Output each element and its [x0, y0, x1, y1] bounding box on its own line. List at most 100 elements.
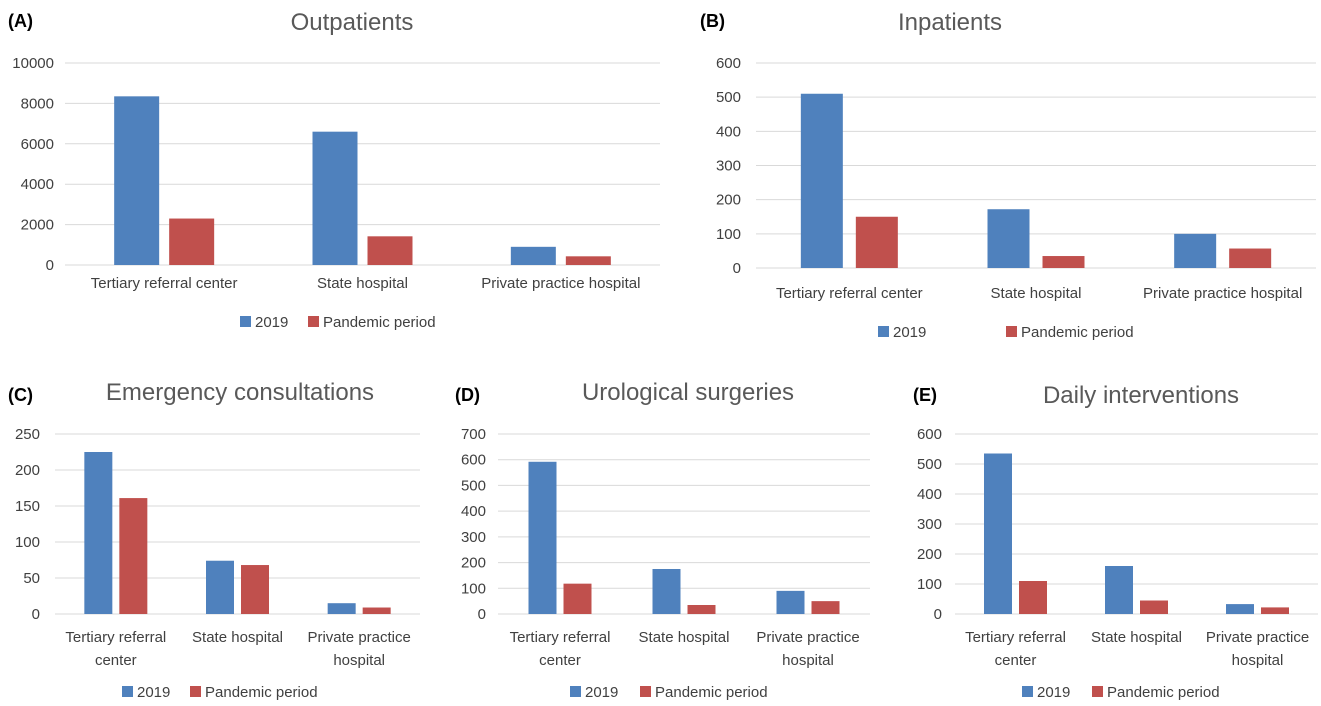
y-tick-label: 2000	[21, 217, 54, 234]
bar-series-pandemic-2	[1042, 256, 1085, 268]
bar-series-pandemic-2	[241, 565, 269, 614]
bar-series-2019-1	[528, 461, 557, 614]
legend-label: Pandemic period	[1021, 324, 1134, 341]
legend-label: 2019	[255, 314, 288, 331]
bar-series-pandemic-1	[1019, 581, 1047, 614]
x-tick-label: hospital	[782, 652, 834, 669]
legend-swatch-2019	[570, 686, 581, 697]
y-tick-label: 500	[917, 456, 942, 473]
legend-label: 2019	[893, 324, 926, 341]
legend-swatch-pandemic	[1006, 326, 1017, 337]
y-tick-label: 600	[716, 55, 741, 72]
chart-title: Daily interventions	[1043, 382, 1239, 409]
y-tick-label: 0	[733, 260, 741, 277]
legend-swatch-2019	[1022, 686, 1033, 697]
y-tick-label: 8000	[21, 95, 54, 112]
bar-series-2019-1	[114, 96, 160, 265]
x-tick-label: center	[539, 652, 581, 669]
y-tick-label: 250	[15, 426, 40, 443]
bar-series-2019-1	[84, 452, 113, 614]
y-tick-label: 100	[716, 226, 741, 243]
legend-label: Pandemic period	[323, 314, 436, 331]
legend-swatch-pandemic	[308, 316, 319, 327]
legend-label: Pandemic period	[655, 684, 768, 701]
y-tick-label: 600	[917, 426, 942, 443]
y-tick-label: 100	[461, 580, 486, 597]
y-tick-label: 600	[461, 452, 486, 469]
legend-label: Pandemic period	[205, 684, 318, 701]
y-tick-label: 150	[15, 498, 40, 515]
bar-series-2019-3	[327, 603, 356, 614]
bar-series-2019-2	[206, 560, 234, 614]
legend-swatch-2019	[122, 686, 133, 697]
bar-series-pandemic-1	[169, 218, 215, 265]
panel-label: (B)	[700, 11, 725, 31]
y-tick-label: 100	[917, 576, 942, 593]
y-tick-label: 200	[461, 555, 486, 572]
bar-series-2019-2	[312, 131, 358, 265]
bar-series-pandemic-2	[687, 605, 716, 614]
y-tick-label: 700	[461, 426, 486, 443]
x-tick-label: center	[995, 652, 1037, 669]
chart-title: Urological surgeries	[582, 379, 794, 406]
y-tick-label: 100	[15, 534, 40, 551]
bar-series-2019-3	[776, 590, 805, 614]
x-tick-label: Tertiary referral	[65, 629, 166, 646]
bar-series-pandemic-1	[563, 583, 592, 614]
legend-label: 2019	[585, 684, 618, 701]
y-tick-label: 10000	[12, 55, 54, 72]
bar-series-pandemic-1	[855, 216, 898, 268]
chart-title: Emergency consultations	[106, 379, 374, 406]
bar-series-2019-1	[800, 93, 843, 268]
x-tick-label: Tertiary referral center	[91, 275, 238, 292]
y-tick-label: 0	[32, 606, 40, 623]
y-tick-label: 400	[716, 123, 741, 140]
chart-title: Outpatients	[291, 9, 414, 36]
bar-series-2019-2	[652, 569, 681, 614]
bar-series-pandemic-3	[565, 256, 611, 265]
bar-series-2019-3	[1226, 604, 1254, 614]
chart-panel-e: (E) Daily interventions 0 100 200 300 400 500 60…	[913, 382, 1318, 701]
x-tick-label: hospital	[1232, 652, 1284, 669]
x-tick-label: Private practice	[1206, 629, 1309, 646]
legend-swatch-2019	[240, 316, 251, 327]
y-tick-label: 0	[478, 606, 486, 623]
panel-label: (D)	[455, 385, 480, 405]
x-tick-label: Tertiary referral center	[776, 285, 923, 302]
x-tick-label: Private practice	[756, 629, 859, 646]
legend-swatch-2019	[878, 326, 889, 337]
legend-swatch-pandemic	[190, 686, 201, 697]
x-tick-label: Private practice	[307, 629, 410, 646]
legend-label: Pandemic period	[1107, 684, 1220, 701]
y-tick-label: 300	[917, 516, 942, 533]
x-tick-label: center	[95, 652, 137, 669]
bar-series-pandemic-2	[367, 236, 413, 265]
y-tick-label: 300	[716, 158, 741, 175]
x-tick-label: Private practice hospital	[1143, 285, 1302, 302]
bar-series-2019-2	[987, 209, 1030, 268]
panel-label: (C)	[8, 385, 33, 405]
bar-series-pandemic-3	[362, 607, 391, 614]
bar-series-2019-3	[1174, 233, 1217, 268]
bar-series-2019-2	[1105, 566, 1133, 614]
x-tick-label: Tertiary referral	[510, 629, 611, 646]
y-tick-label: 500	[461, 477, 486, 494]
x-tick-label: State hospital	[317, 275, 408, 292]
chart-panel-b: (B) Inpatients 0 100 200 300 400 500 600 Tertiary…	[700, 9, 1316, 341]
chart-panel-c: (C) Emergency consultations 0 50 100 150 200 25…	[8, 379, 420, 701]
bar-series-2019-3	[510, 246, 556, 265]
bar-series-pandemic-1	[119, 498, 148, 614]
bar-series-2019-1	[984, 453, 1012, 614]
bar-series-pandemic-3	[811, 601, 840, 614]
y-tick-label: 500	[716, 89, 741, 106]
panel-label: (A)	[8, 11, 33, 31]
legend-label: 2019	[137, 684, 170, 701]
x-tick-label: Private practice hospital	[481, 275, 640, 292]
x-tick-label: State hospital	[192, 629, 283, 646]
chart-panel-a: (A) Outpatients 0 2000 4000 6000 8000 10000 Tert…	[8, 9, 660, 331]
y-tick-label: 6000	[21, 136, 54, 153]
y-tick-label: 300	[461, 529, 486, 546]
y-tick-label: 200	[716, 192, 741, 209]
legend-label: 2019	[1037, 684, 1070, 701]
